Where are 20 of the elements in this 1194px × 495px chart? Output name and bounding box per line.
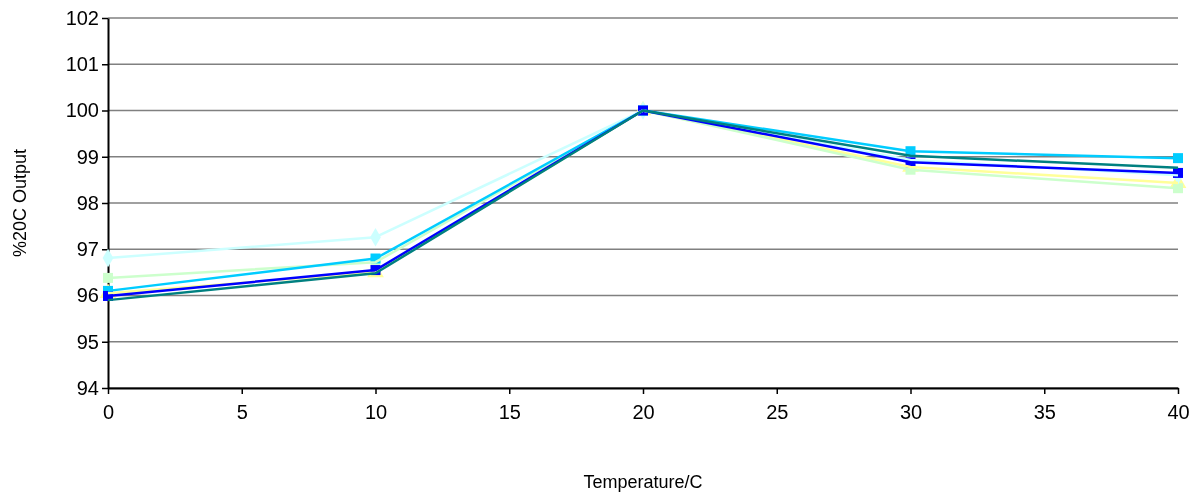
y-tick-label: 96 <box>76 284 99 307</box>
y-tick-label: 101 <box>65 53 99 76</box>
x-tick-label: 30 <box>899 401 923 423</box>
y-tick-label: 102 <box>65 6 99 29</box>
x-tick-label: 40 <box>1167 401 1190 423</box>
x-tick-label: 20 <box>632 401 655 423</box>
y-tick-label: 98 <box>76 191 99 214</box>
x-tick-label: 0 <box>102 401 115 423</box>
y-axis-title: %20C Output <box>10 148 30 258</box>
x-tick-label: 15 <box>498 401 521 423</box>
y-tick-label: 94 <box>76 376 99 399</box>
y-tick-label: 100 <box>65 99 99 122</box>
x-tick-label: 10 <box>364 401 388 423</box>
x-tick-label: 5 <box>236 401 248 423</box>
x-tick-label: 25 <box>766 401 789 423</box>
y-tick-label: 97 <box>76 238 99 261</box>
y-tick-label: 95 <box>76 330 99 353</box>
x-tick-label: 35 <box>1033 401 1056 423</box>
x-axis-title: Temperature/C <box>583 472 703 492</box>
y-tick-label: 99 <box>76 145 99 168</box>
